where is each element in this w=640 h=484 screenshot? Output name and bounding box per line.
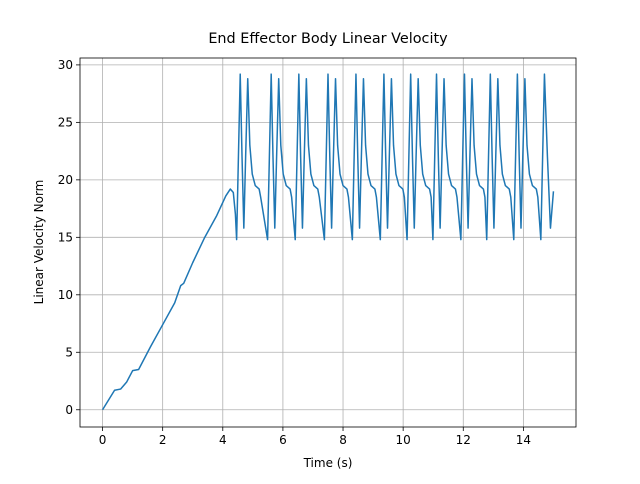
x-tick-label: 0: [99, 433, 107, 447]
x-axis-label: Time (s): [303, 456, 353, 470]
data-line: [101, 73, 555, 411]
x-tick-label: 6: [279, 433, 287, 447]
x-tick-label: 12: [456, 433, 471, 447]
axes-frame: [79, 57, 577, 428]
y-axis-label: Linear Velocity Norm: [32, 180, 46, 305]
x-tick-label: 8: [339, 433, 347, 447]
x-tick-label: 2: [159, 433, 167, 447]
chart-title: End Effector Body Linear Velocity: [208, 31, 448, 47]
y-tick-label: 15: [58, 230, 73, 244]
y-tick-label: 30: [58, 58, 73, 72]
x-tick-label: 10: [396, 433, 411, 447]
y-tick-label: 0: [65, 403, 73, 417]
y-tick-label: 20: [58, 173, 73, 187]
y-tick-label: 10: [58, 288, 73, 302]
x-tick-label: 4: [219, 433, 227, 447]
y-tick-label: 5: [65, 345, 73, 359]
y-tick-label: 25: [58, 115, 73, 129]
x-tick-label: 14: [516, 433, 531, 447]
